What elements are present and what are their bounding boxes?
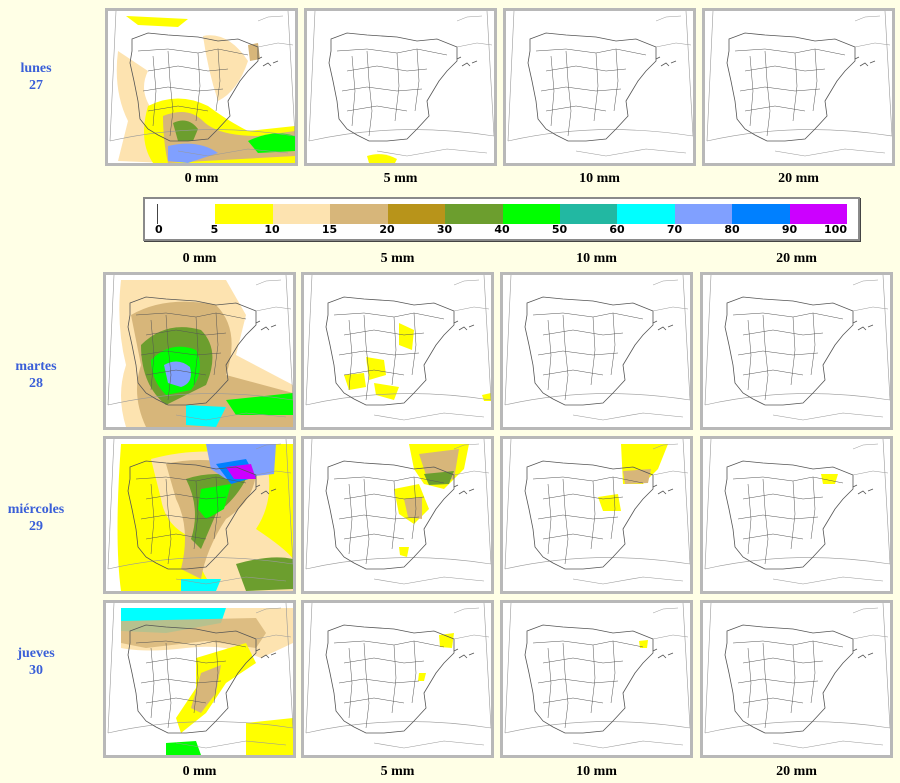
map-lunes-0mm	[105, 8, 298, 166]
legend-swatch	[559, 204, 618, 224]
precipitation-map	[504, 603, 690, 749]
precipitation-map	[704, 439, 890, 585]
day-label-lunes: lunes 27	[0, 60, 72, 94]
legend-tick-label: 40	[494, 223, 510, 236]
precipitation-map	[107, 603, 293, 755]
legend-tick-label: 90	[781, 223, 798, 236]
threshold-label: 5 mm	[383, 171, 418, 186]
legend-swatch	[157, 204, 216, 224]
legend-tick-label: 50	[551, 223, 568, 236]
map-jueves-20mm	[700, 600, 893, 758]
day-name: miércoles	[7, 502, 65, 517]
legend-swatch	[617, 204, 675, 224]
precipitation-map	[507, 11, 693, 157]
threshold-label: 0 mm	[182, 764, 217, 779]
threshold-label: 20 mm	[776, 764, 817, 779]
precipitation-map	[704, 603, 890, 749]
legend-tick-label: 0	[155, 223, 163, 236]
map-martes-20mm	[700, 272, 893, 430]
legend-tick-label: 30	[436, 223, 453, 236]
legend-swatch	[272, 204, 331, 224]
legend-swatches	[157, 204, 848, 224]
legend-swatch	[732, 204, 790, 224]
precipitation-map	[109, 11, 295, 163]
legend-tick-label: 100	[824, 223, 847, 236]
map-miercoles-0mm	[103, 436, 296, 594]
legend-swatch	[215, 204, 273, 224]
legend-swatch	[330, 204, 388, 224]
legend-ticks: 0 5 10 15 20 30 40 50 60 70 80 90 100	[155, 223, 847, 239]
day-number: 30	[29, 663, 43, 678]
threshold-label: 0 mm	[184, 171, 219, 186]
map-lunes-20mm	[702, 8, 895, 166]
precip-fill	[121, 608, 293, 755]
precipitation-map	[504, 275, 690, 421]
threshold-label: 20 mm	[776, 251, 817, 266]
map-lunes-10mm	[503, 8, 696, 166]
precip-fill	[821, 474, 838, 484]
day-label-jueves: jueves 30	[0, 645, 72, 679]
legend-swatch	[445, 204, 503, 224]
day-name: martes	[15, 359, 57, 374]
map-lunes-5mm	[304, 8, 497, 166]
legend-tick-label: 20	[379, 223, 395, 236]
precipitation-map	[107, 275, 293, 427]
map-miercoles-5mm	[301, 436, 494, 594]
legend-swatch	[502, 204, 560, 224]
legend-tick-label: 5	[210, 223, 219, 236]
day-label-miercoles: miércoles 29	[0, 501, 72, 535]
threshold-label: 10 mm	[576, 764, 617, 779]
threshold-label: 5 mm	[380, 764, 415, 779]
map-jueves-10mm	[500, 600, 693, 758]
map-martes-5mm	[301, 272, 494, 430]
day-name: jueves	[17, 646, 55, 661]
precip-fill	[639, 640, 648, 648]
precipitation-map	[704, 275, 890, 421]
precip-fill	[394, 444, 469, 557]
legend-tick-label: 15	[321, 223, 338, 236]
legend-swatch	[387, 204, 446, 224]
precipitation-map	[504, 439, 690, 585]
precipitation-map	[305, 439, 491, 585]
precip-fill	[418, 633, 454, 681]
day-number: 29	[29, 519, 43, 534]
precip-fill	[116, 16, 295, 163]
legend-swatch	[674, 204, 733, 224]
map-miercoles-10mm	[500, 436, 693, 594]
day-number: 28	[29, 376, 43, 391]
precipitation-map	[706, 11, 892, 157]
threshold-label: 10 mm	[579, 171, 620, 186]
color-legend: 0 5 10 15 20 30 40 50 60 70 80 90 100	[143, 197, 860, 241]
legend-tick-label: 60	[609, 223, 625, 236]
map-miercoles-20mm	[700, 436, 893, 594]
map-martes-0mm	[103, 272, 296, 430]
precip-fill	[119, 280, 293, 427]
precipitation-map	[305, 275, 491, 421]
map-jueves-0mm	[103, 600, 296, 758]
legend-tick-label: 10	[264, 223, 280, 236]
threshold-label: 5 mm	[380, 251, 415, 266]
precipitation-map	[107, 439, 293, 591]
map-martes-10mm	[500, 272, 693, 430]
threshold-label: 10 mm	[576, 251, 617, 266]
precipitation-map	[305, 603, 491, 749]
day-label-martes: martes 28	[0, 358, 72, 392]
threshold-label: 20 mm	[778, 171, 819, 186]
day-number: 27	[29, 78, 43, 93]
precip-fill	[117, 444, 293, 591]
legend-tick-label: 70	[666, 223, 683, 236]
precipitation-map	[308, 11, 494, 163]
legend-swatch	[789, 204, 848, 224]
legend-tick-label: 80	[724, 223, 740, 236]
precip-fill	[367, 154, 397, 163]
precip-fill	[598, 444, 668, 511]
map-jueves-5mm	[301, 600, 494, 758]
threshold-label: 0 mm	[182, 251, 217, 266]
day-name: lunes	[20, 61, 52, 76]
